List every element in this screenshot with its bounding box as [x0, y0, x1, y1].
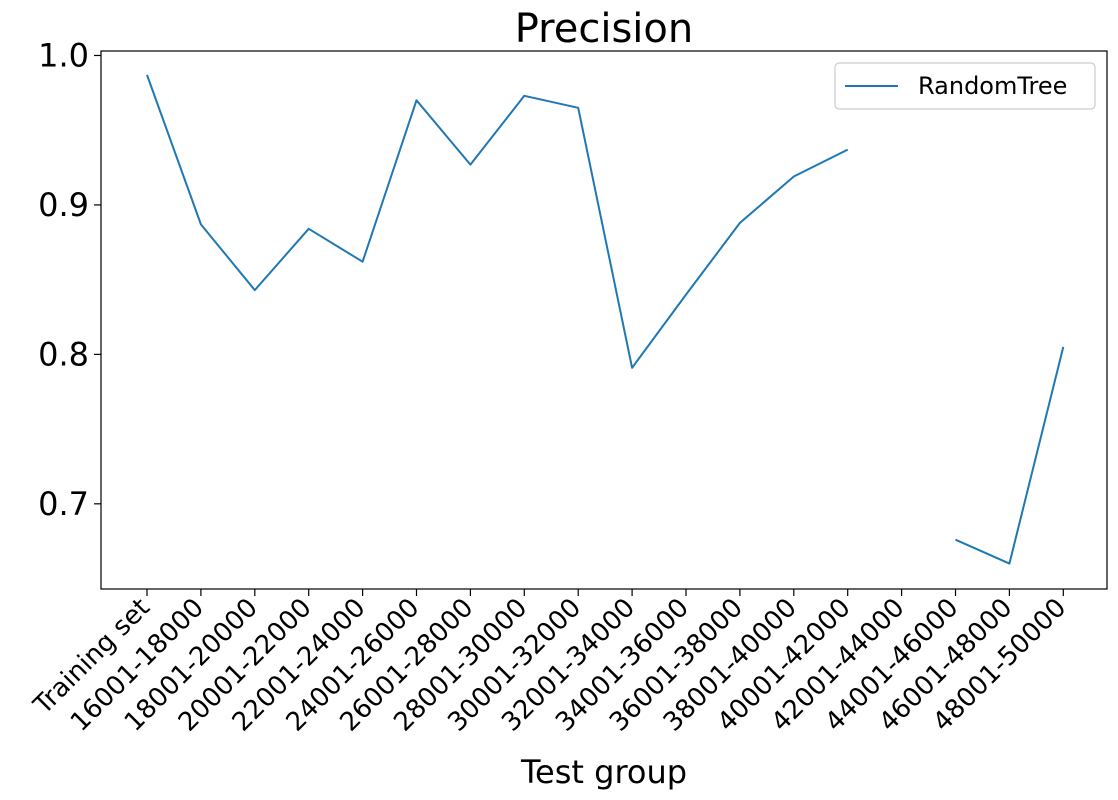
plot-frame [100, 50, 1108, 590]
series-line-randomtree [146, 74, 849, 369]
chart-title: Precision [515, 6, 693, 52]
y-tick-label: 0.7 [38, 485, 89, 523]
y-tick-label: 1.0 [38, 36, 89, 74]
y-axis: 0.7 0.8 0.9 1.0 [38, 36, 101, 523]
plot-area [100, 50, 1108, 590]
legend: RandomTree [834, 62, 1096, 110]
legend-label-randomtree: RandomTree [918, 72, 1067, 100]
series-layer [146, 74, 1065, 565]
series-line-randomtree [955, 346, 1065, 565]
y-tick-label: 0.8 [38, 335, 89, 373]
x-axis: Training set16001-1800018001-2000020001-… [28, 589, 1072, 738]
y-tick-label: 0.9 [38, 186, 89, 224]
x-axis-label: Test group [520, 753, 687, 791]
legend-box [834, 62, 1096, 110]
